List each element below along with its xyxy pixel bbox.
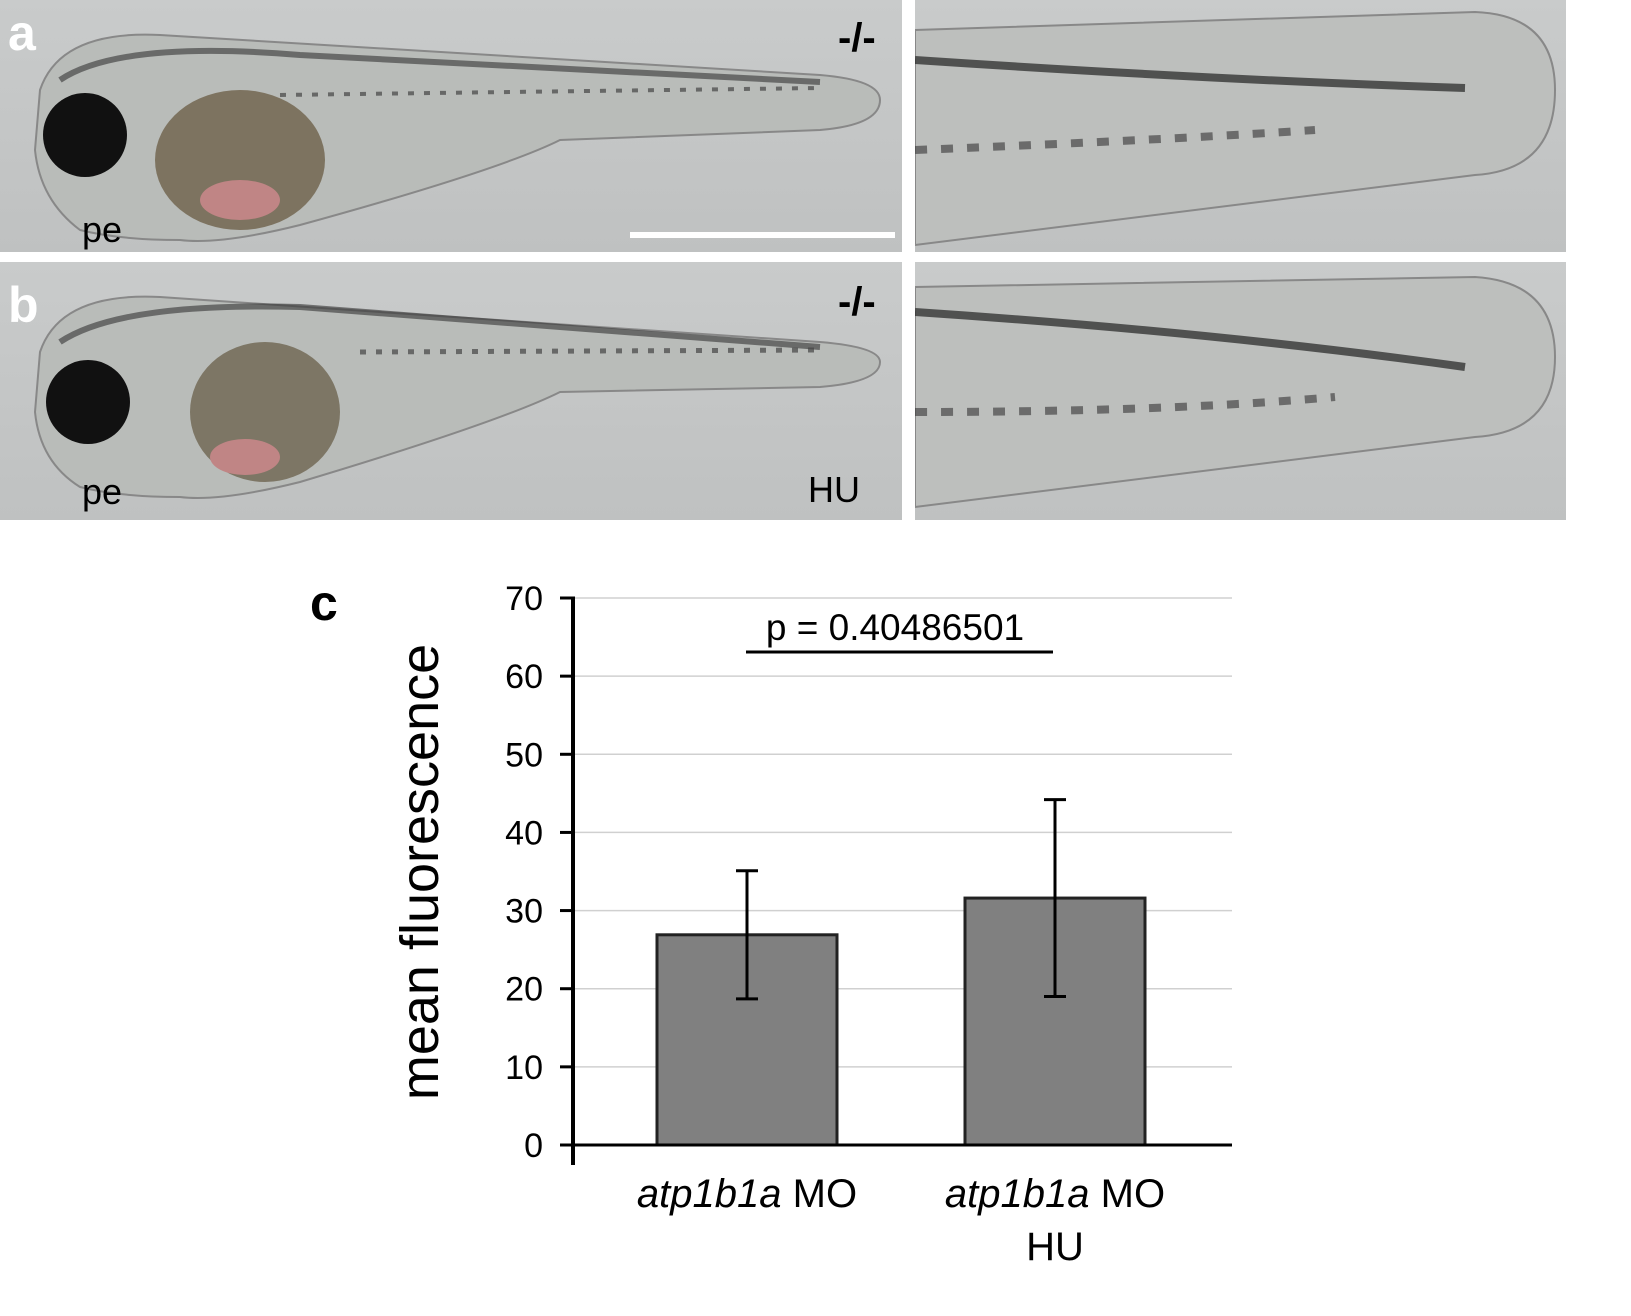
pericardial-edema-label: pe xyxy=(82,471,123,512)
y-tick-label: 60 xyxy=(505,658,543,696)
tail-image xyxy=(915,275,1557,509)
scale-bar xyxy=(630,232,895,238)
embryo-image xyxy=(33,33,882,242)
bar-chart: 0 10 20 30 40 50 60 70 mean fluorescence p = 0.… xyxy=(390,580,1232,1269)
y-tick-label: 10 xyxy=(505,1049,543,1087)
panel-a-tail-detail xyxy=(915,0,1566,252)
y-tick-label: 40 xyxy=(505,814,543,852)
tail-image xyxy=(915,10,1557,247)
y-tick-label: 20 xyxy=(505,971,543,1009)
embryo-image xyxy=(33,295,882,499)
genotype-label: -/- xyxy=(838,280,876,324)
y-tick-label: 70 xyxy=(505,580,543,618)
y-axis-label: mean fluorescence xyxy=(390,644,450,1100)
treatment-label: HU xyxy=(808,469,860,510)
panel-a-whole-embryo: a pe -/- xyxy=(0,0,902,252)
y-tick-label: 30 xyxy=(505,893,543,931)
genotype-label: -/- xyxy=(838,16,876,60)
p-value-annotation: p = 0.40486501 xyxy=(766,607,1024,648)
panel-label-b: b xyxy=(8,277,39,333)
x-category-label-line2: HU xyxy=(1026,1225,1084,1269)
panel-label-c: c xyxy=(310,575,338,631)
panel-b-tail-detail xyxy=(915,262,1566,520)
x-category-label: atp1b1a MO xyxy=(637,1172,857,1216)
panel-label-a: a xyxy=(8,5,36,61)
panel-b-whole-embryo: b pe -/- HU xyxy=(0,262,902,520)
pericardial-edema-label: pe xyxy=(82,209,123,250)
y-tick-label: 50 xyxy=(505,736,543,774)
x-category-label: atp1b1a MO xyxy=(945,1172,1165,1216)
y-tick-label: 0 xyxy=(524,1127,543,1165)
